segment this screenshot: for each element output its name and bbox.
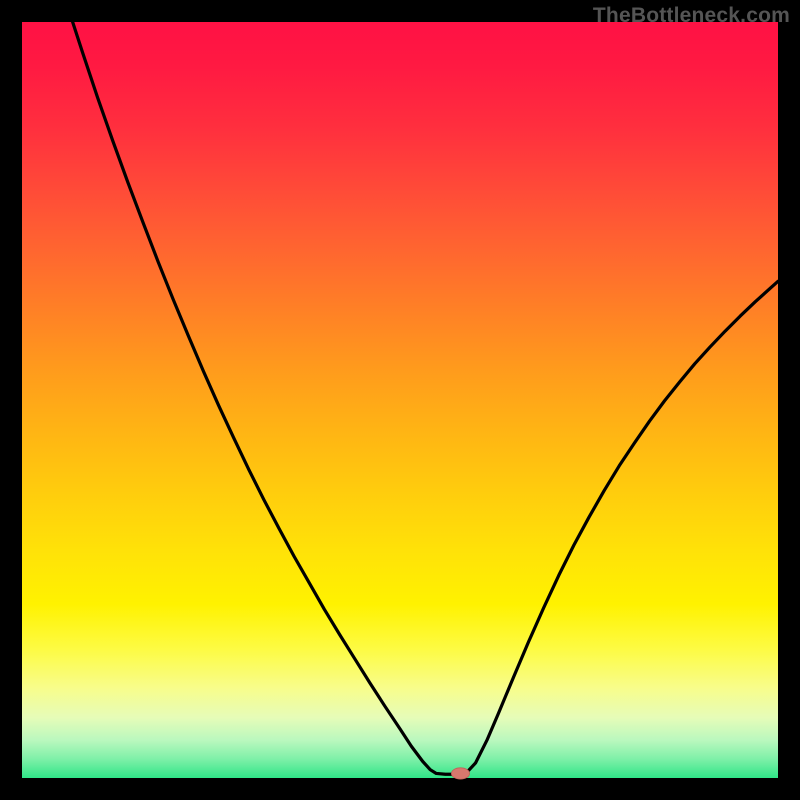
chart-container: TheBottleneck.com <box>0 0 800 800</box>
watermark-text: TheBottleneck.com <box>593 4 790 28</box>
optimal-marker <box>451 768 469 779</box>
bottleneck-chart <box>0 0 800 800</box>
